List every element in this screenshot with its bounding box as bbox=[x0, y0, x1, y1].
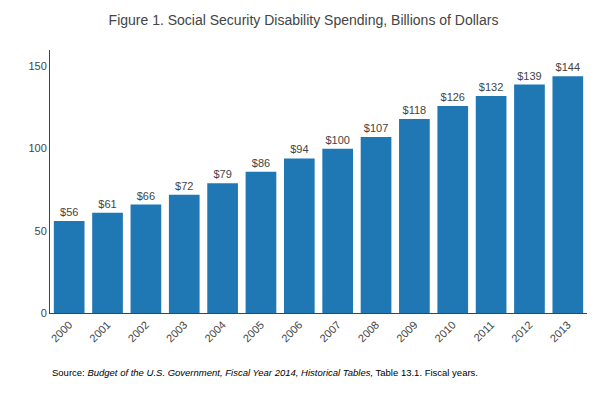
svg-text:$100: $100 bbox=[325, 134, 349, 146]
svg-text:100: 100 bbox=[28, 142, 46, 154]
svg-text:Figure 1. Social Security Disa: Figure 1. Social Security Disability Spe… bbox=[109, 12, 499, 28]
svg-text:2008: 2008 bbox=[356, 319, 382, 345]
svg-text:$56: $56 bbox=[60, 206, 78, 218]
svg-text:2013: 2013 bbox=[547, 319, 573, 345]
svg-text:2006: 2006 bbox=[279, 319, 305, 345]
svg-text:$132: $132 bbox=[479, 81, 503, 93]
svg-text:2002: 2002 bbox=[125, 319, 151, 345]
svg-text:2000: 2000 bbox=[49, 319, 75, 345]
svg-text:$86: $86 bbox=[252, 157, 270, 169]
svg-text:150: 150 bbox=[28, 60, 46, 72]
svg-text:2010: 2010 bbox=[432, 319, 458, 345]
svg-text:2001: 2001 bbox=[87, 319, 113, 345]
svg-text:$94: $94 bbox=[290, 143, 308, 155]
svg-text:$144: $144 bbox=[556, 61, 580, 73]
svg-text:2012: 2012 bbox=[509, 319, 535, 345]
svg-text:0: 0 bbox=[41, 307, 47, 319]
svg-text:2007: 2007 bbox=[317, 319, 343, 345]
svg-text:2009: 2009 bbox=[394, 319, 420, 345]
svg-text:2005: 2005 bbox=[240, 319, 266, 345]
svg-text:$118: $118 bbox=[403, 104, 427, 116]
svg-text:$79: $79 bbox=[213, 168, 231, 180]
svg-text:Source: Budget of the U.S. Gov: Source: Budget of the U.S. Government, F… bbox=[52, 367, 478, 378]
svg-text:$61: $61 bbox=[98, 198, 116, 210]
svg-text:$139: $139 bbox=[517, 70, 541, 82]
svg-text:$107: $107 bbox=[364, 122, 388, 134]
svg-text:2003: 2003 bbox=[164, 319, 190, 345]
svg-text:2011: 2011 bbox=[471, 319, 496, 344]
svg-text:$66: $66 bbox=[137, 190, 155, 202]
svg-text:2004: 2004 bbox=[202, 319, 228, 345]
svg-text:$72: $72 bbox=[175, 180, 193, 192]
svg-text:50: 50 bbox=[35, 225, 47, 237]
svg-text:$126: $126 bbox=[441, 91, 465, 103]
